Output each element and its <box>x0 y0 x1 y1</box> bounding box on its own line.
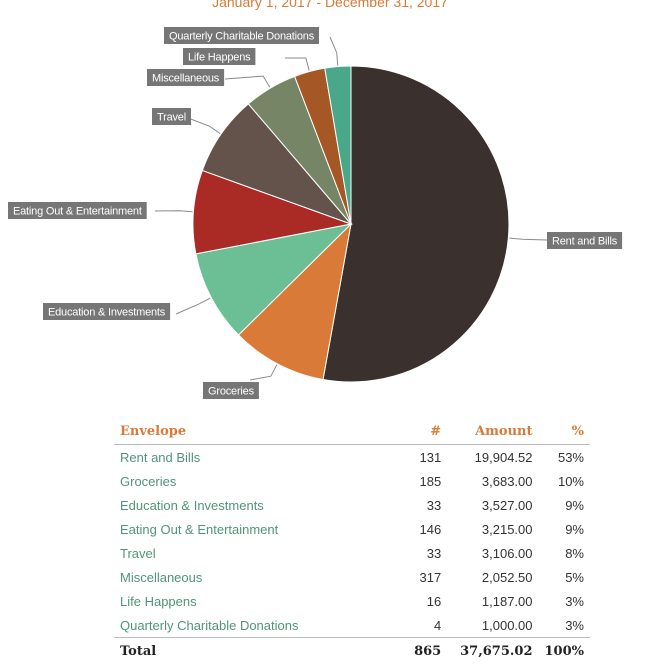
envelope-link[interactable]: Education & Investments <box>120 497 264 513</box>
pie-label-eating-out-and-entertainment: Eating Out & Entertainment <box>8 202 147 219</box>
envelope-link[interactable]: Eating Out & Entertainment <box>120 521 279 537</box>
table-row[interactable]: Life Happens 16 1,187.00 3% <box>114 589 590 613</box>
amount-cell: 1,000.00 <box>481 617 533 633</box>
envelope-summary-table-wrap: Envelope # Amount % Rent and Bills 131 1… <box>114 418 590 664</box>
total-count: 865 <box>396 637 448 664</box>
amount-cell: 3,106.00 <box>481 545 533 561</box>
percent-cell: 3% <box>565 593 584 609</box>
pie-label-life-happens: Life Happens <box>183 48 256 65</box>
table-row[interactable]: Travel 33 3,106.00 8% <box>114 541 590 565</box>
pie-chart: Rent and Bills Groceries Education & Inves… <box>8 27 623 399</box>
leader-line <box>509 237 548 241</box>
header-count: # <box>396 418 448 445</box>
envelope-link[interactable]: Groceries <box>120 473 177 489</box>
pie-label-box <box>8 202 147 219</box>
leader-line <box>175 297 211 315</box>
table-row[interactable]: Miscellaneous 317 2,052.50 5% <box>114 565 590 589</box>
amount-cell: 3,683.00 <box>481 473 533 489</box>
table-row[interactable]: Eating Out & Entertainment 146 3,215.00 … <box>114 517 590 541</box>
total-row: Total 865 37,675.02 100% <box>114 637 590 664</box>
date-range-title: January 1, 2017 - December 31, 2017 <box>212 0 448 10</box>
leader-line <box>154 210 193 213</box>
pie-label-box <box>183 48 256 65</box>
pie-label-text: Rent and Bills <box>552 236 618 248</box>
pie-label-text: Life Happens <box>188 52 251 64</box>
percent-cell: 8% <box>565 545 584 561</box>
pie-label-box <box>43 303 171 320</box>
percent-cell: 3% <box>565 617 584 633</box>
envelope-link[interactable]: Miscellaneous <box>120 569 203 585</box>
pie-slice-eating-out-and-entertainment[interactable] <box>192 169 353 255</box>
amount-cell: 1,187.00 <box>481 593 533 609</box>
table-row[interactable]: Rent and Bills 131 19,904.52 53% <box>114 445 590 470</box>
percent-cell: 53% <box>557 449 584 465</box>
pie-label-quarterly-charitable-donations: Quarterly Charitable Donations <box>164 27 319 44</box>
pie-slice-rent-and-bills[interactable] <box>322 65 510 383</box>
count-cell: 131 <box>419 449 442 465</box>
percent-cell: 9% <box>565 521 584 537</box>
envelope-link[interactable]: Quarterly Charitable Donations <box>120 617 299 633</box>
pie-label-box <box>547 232 623 249</box>
pie-slice-quarterly-charitable-donations[interactable] <box>324 65 352 225</box>
leader-line <box>329 36 339 66</box>
pie-label-text: Miscellaneous <box>152 73 220 85</box>
leader-line <box>249 364 278 381</box>
count-cell: 33 <box>426 545 442 561</box>
header-percent: % <box>538 418 590 445</box>
amount-cell: 3,215.00 <box>481 521 533 537</box>
count-cell: 317 <box>419 569 442 585</box>
total-percent: 100% <box>538 637 590 664</box>
table-row[interactable]: Education & Investments 33 3,527.00 9% <box>114 493 590 517</box>
total-amount: 37,675.02 <box>447 637 539 664</box>
table-header-row: Envelope # Amount % <box>114 418 590 445</box>
header-amount: Amount <box>447 418 539 445</box>
percent-cell: 10% <box>557 473 584 489</box>
leader-line <box>285 57 310 71</box>
pie-label-miscellaneous: Miscellaneous <box>147 69 225 86</box>
pie-slice-groceries[interactable] <box>237 222 352 381</box>
table-row[interactable]: Quarterly Charitable Donations 4 1,000.0… <box>114 613 590 638</box>
pie-label-groceries: Groceries <box>203 382 259 399</box>
pie-label-text: Groceries <box>208 386 255 398</box>
pie-labels: Rent and Bills Groceries Education & Inves… <box>8 27 623 399</box>
count-cell: 146 <box>419 521 442 537</box>
count-cell: 4 <box>433 617 442 633</box>
table-row[interactable]: Groceries 185 3,683.00 10% <box>114 469 590 493</box>
header-envelope: Envelope <box>114 418 397 445</box>
amount-cell: 19,904.52 <box>474 449 533 465</box>
envelope-link[interactable]: Travel <box>120 545 156 561</box>
pie-label-text: Quarterly Charitable Donations <box>169 31 315 43</box>
amount-cell: 2,052.50 <box>481 569 533 585</box>
pie-label-box <box>147 69 225 86</box>
percent-cell: 5% <box>565 569 584 585</box>
envelope-summary-table: Envelope # Amount % Rent and Bills 131 1… <box>114 418 590 664</box>
pie-label-box <box>152 108 191 125</box>
count-cell: 33 <box>426 497 442 513</box>
pie-label-education-and-investments: Education & Investments <box>43 303 171 320</box>
pie-label-text: Education & Investments <box>48 307 166 319</box>
pie-label-travel: Travel <box>152 108 191 125</box>
envelope-link[interactable]: Rent and Bills <box>120 449 201 465</box>
pie-slice-education-and-investments[interactable] <box>195 223 353 336</box>
total-label: Total <box>114 637 397 664</box>
pie-label-box <box>203 382 259 399</box>
leader-line <box>187 117 221 135</box>
pie-slices <box>192 65 510 383</box>
leader-line <box>224 75 271 88</box>
percent-cell: 9% <box>565 497 584 513</box>
amount-cell: 3,527.00 <box>481 497 533 513</box>
count-cell: 16 <box>426 593 442 609</box>
envelope-link[interactable]: Life Happens <box>120 593 197 609</box>
count-cell: 185 <box>419 473 442 489</box>
pie-label-text: Eating Out & Entertainment <box>13 206 142 218</box>
pie-label-box <box>164 27 319 44</box>
pie-label-rent-and-bills: Rent and Bills <box>547 232 623 249</box>
pie-label-text: Travel <box>157 112 186 124</box>
